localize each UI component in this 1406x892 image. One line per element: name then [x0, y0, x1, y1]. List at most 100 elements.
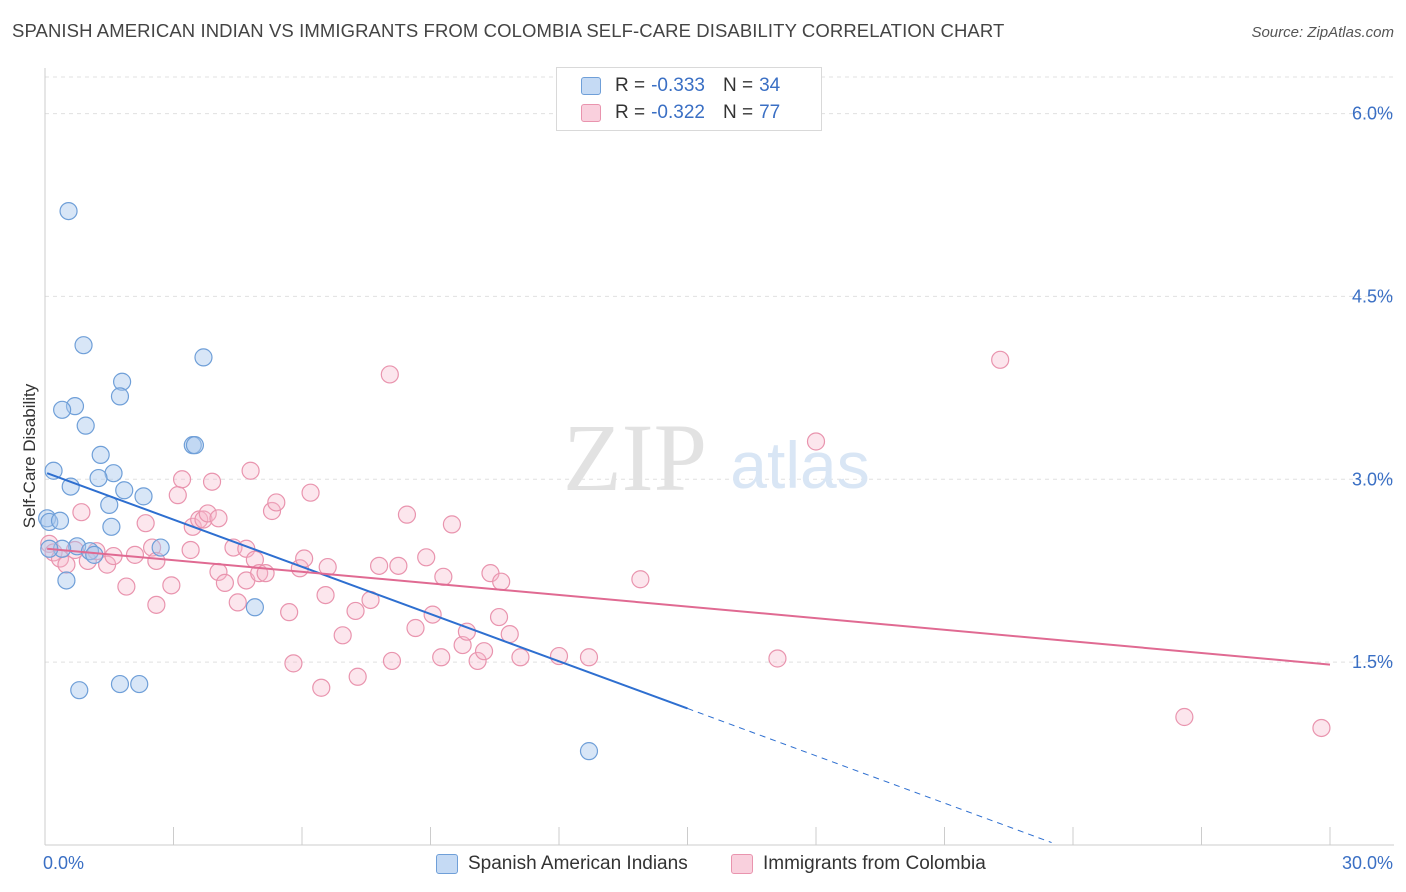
point-spanish-american-indians	[579, 742, 599, 761]
legend-row-pink: R = -0.322 N = 77	[581, 100, 781, 126]
point-immigrants-colombia	[1175, 707, 1194, 727]
legend-r-value: -0.333	[651, 75, 705, 96]
point-immigrants-colombia	[215, 573, 234, 593]
point-immigrants-colombia	[380, 365, 399, 384]
point-immigrants-colombia	[406, 618, 425, 638]
point-immigrants-colombia	[202, 472, 222, 491]
y-tick-label: 4.5%	[1352, 286, 1393, 306]
point-immigrants-colombia	[241, 461, 260, 480]
trend-line-spanish-american-indians	[46, 472, 688, 710]
watermark-zip: ZIP	[563, 404, 707, 511]
bottom-legend-swatch-pink	[731, 854, 753, 874]
bottom-legend-item-pink: Immigrants from Colombia	[731, 852, 986, 876]
watermark: ZIP atlas	[563, 404, 870, 511]
chart-title: SPANISH AMERICAN INDIAN VS IMMIGRANTS FR…	[12, 20, 1005, 41]
legend-swatch-pink	[581, 104, 601, 122]
trend-line-immigrants-colombia	[47, 547, 1331, 666]
correlation-legend: R = -0.333 N = 34 R = -0.322 N = 77	[556, 67, 822, 131]
point-immigrants-colombia	[631, 570, 650, 589]
legend-r-label: R =	[615, 75, 646, 96]
point-spanish-american-indians	[104, 464, 123, 483]
y-tick-label: 3.0%	[1352, 469, 1393, 489]
bottom-legend-swatch-blue	[436, 854, 458, 874]
point-spanish-american-indians	[151, 538, 170, 557]
point-immigrants-colombia	[453, 635, 472, 655]
axes	[44, 68, 1394, 846]
point-immigrants-colombia	[301, 483, 320, 502]
points-immigrants-colombia	[40, 350, 1331, 738]
point-immigrants-colombia	[489, 607, 509, 627]
point-immigrants-colombia	[147, 595, 166, 614]
point-immigrants-colombia	[125, 545, 145, 564]
legend-n-label: N =	[722, 75, 754, 96]
legend-r-label: R =	[615, 102, 646, 123]
point-immigrants-colombia	[198, 504, 217, 523]
point-immigrants-colombia	[389, 556, 408, 575]
legend-n-value: 77	[759, 102, 781, 123]
legend-n-label: N =	[722, 102, 754, 123]
point-spanish-american-indians	[110, 674, 130, 694]
point-immigrants-colombia	[417, 548, 436, 567]
point-immigrants-colombia	[228, 593, 247, 612]
point-spanish-american-indians	[57, 571, 76, 590]
point-immigrants-colombia	[768, 649, 787, 668]
point-spanish-american-indians	[194, 348, 213, 367]
point-immigrants-colombia	[579, 648, 599, 667]
legend-r-value: -0.322	[651, 102, 705, 123]
point-spanish-american-indians	[85, 545, 104, 564]
point-immigrants-colombia	[432, 648, 451, 667]
point-spanish-american-indians	[110, 387, 130, 406]
y-tick-label: 1.5%	[1352, 652, 1393, 672]
legend-n-value: 34	[759, 75, 781, 96]
point-spanish-american-indians	[50, 511, 70, 530]
point-immigrants-colombia	[397, 505, 417, 524]
point-immigrants-colombia	[147, 551, 166, 571]
point-immigrants-colombia	[172, 470, 192, 489]
point-immigrants-colombia	[72, 503, 91, 522]
point-immigrants-colombia	[168, 486, 187, 505]
trend-line-extension-dashed	[687, 707, 1052, 844]
points-spanish-american-indians	[38, 201, 599, 761]
point-immigrants-colombia	[382, 651, 402, 671]
point-spanish-american-indians	[59, 201, 78, 221]
point-immigrants-colombia	[468, 651, 487, 671]
point-spanish-american-indians	[115, 481, 134, 500]
point-spanish-american-indians	[130, 674, 149, 694]
point-spanish-american-indians	[91, 445, 110, 465]
y-tick-label: 6.0%	[1352, 104, 1393, 124]
point-immigrants-colombia	[267, 493, 286, 512]
tick-labels: 1.5% 3.0% 4.5% 6.0% 0.0% 30.0%	[43, 104, 1393, 873]
point-immigrants-colombia	[284, 654, 303, 673]
point-immigrants-colombia	[117, 577, 136, 596]
point-immigrants-colombia	[316, 585, 335, 605]
point-spanish-american-indians	[53, 400, 72, 419]
point-immigrants-colombia	[991, 350, 1010, 369]
point-immigrants-colombia	[1312, 718, 1331, 738]
legend-swatch-blue	[581, 77, 601, 95]
bottom-legend-item-blue: Spanish American Indians	[436, 852, 688, 876]
bottom-legend-label-pink: Immigrants from Colombia	[763, 853, 986, 874]
bottom-legend-label-blue: Spanish American Indians	[468, 853, 688, 874]
point-spanish-american-indians	[89, 468, 108, 488]
point-immigrants-colombia	[434, 567, 453, 586]
point-spanish-american-indians	[134, 487, 153, 506]
point-spanish-american-indians	[70, 681, 89, 700]
point-immigrants-colombia	[457, 622, 477, 641]
legend-row-blue: R = -0.333 N = 34	[581, 73, 781, 99]
point-spanish-american-indians	[185, 436, 205, 455]
point-immigrants-colombia	[806, 432, 826, 451]
point-immigrants-colombia	[348, 667, 367, 686]
point-immigrants-colombia	[209, 509, 228, 528]
point-immigrants-colombia	[280, 603, 299, 622]
point-immigrants-colombia	[474, 642, 494, 661]
watermark-atlas: atlas	[730, 428, 869, 502]
point-spanish-american-indians	[112, 372, 132, 391]
point-spanish-american-indians	[245, 598, 264, 617]
point-immigrants-colombia	[333, 626, 352, 645]
point-immigrants-colombia	[181, 540, 200, 560]
trend-lines	[46, 472, 1331, 844]
point-immigrants-colombia	[370, 556, 389, 575]
point-immigrants-colombia	[511, 648, 530, 667]
point-spanish-american-indians	[74, 336, 93, 355]
